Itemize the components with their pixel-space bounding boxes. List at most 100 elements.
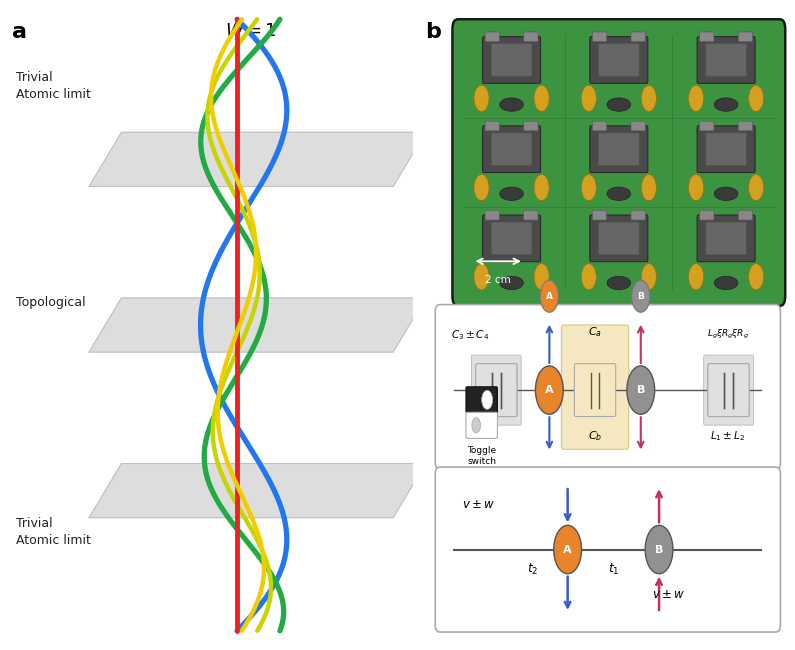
- Text: Toggle
switch: Toggle switch: [467, 446, 496, 466]
- Text: Trivial
Atomic limit: Trivial Atomic limit: [16, 517, 91, 547]
- FancyBboxPatch shape: [471, 355, 522, 425]
- Circle shape: [581, 264, 596, 290]
- Circle shape: [474, 85, 489, 111]
- FancyBboxPatch shape: [435, 305, 781, 469]
- FancyBboxPatch shape: [483, 126, 541, 172]
- FancyBboxPatch shape: [708, 363, 749, 417]
- Circle shape: [482, 390, 493, 410]
- FancyBboxPatch shape: [599, 222, 639, 255]
- Circle shape: [474, 174, 489, 201]
- Ellipse shape: [607, 276, 630, 290]
- Ellipse shape: [607, 98, 630, 111]
- Ellipse shape: [607, 187, 630, 200]
- Circle shape: [642, 264, 657, 290]
- Circle shape: [581, 174, 596, 201]
- Ellipse shape: [500, 276, 523, 290]
- Text: Topological: Topological: [16, 296, 86, 309]
- FancyBboxPatch shape: [592, 211, 607, 220]
- FancyBboxPatch shape: [452, 20, 785, 306]
- Circle shape: [471, 418, 481, 433]
- FancyBboxPatch shape: [524, 121, 538, 131]
- Text: B: B: [637, 385, 645, 395]
- FancyBboxPatch shape: [561, 325, 629, 449]
- Text: $v \pm w$: $v \pm w$: [652, 588, 684, 601]
- FancyBboxPatch shape: [700, 211, 714, 220]
- Ellipse shape: [714, 187, 738, 200]
- FancyBboxPatch shape: [739, 32, 753, 42]
- Circle shape: [646, 525, 673, 574]
- FancyBboxPatch shape: [483, 215, 541, 262]
- Text: B: B: [638, 292, 644, 301]
- Text: $C_b$: $C_b$: [588, 429, 603, 443]
- Text: 2 cm: 2 cm: [485, 276, 511, 285]
- Circle shape: [541, 280, 558, 312]
- FancyBboxPatch shape: [706, 44, 747, 76]
- FancyBboxPatch shape: [704, 355, 754, 425]
- FancyBboxPatch shape: [739, 211, 753, 220]
- FancyBboxPatch shape: [592, 32, 607, 42]
- FancyBboxPatch shape: [485, 211, 499, 220]
- Text: $v \pm w$: $v \pm w$: [462, 498, 494, 511]
- Text: A: A: [545, 385, 553, 395]
- Circle shape: [581, 85, 596, 111]
- Circle shape: [627, 366, 654, 414]
- Text: Trivial
Atomic limit: Trivial Atomic limit: [16, 71, 91, 101]
- Circle shape: [688, 174, 704, 201]
- Circle shape: [749, 264, 764, 290]
- Text: $t_1$: $t_1$: [607, 562, 619, 577]
- FancyBboxPatch shape: [631, 211, 646, 220]
- Text: a: a: [12, 23, 27, 42]
- FancyBboxPatch shape: [739, 121, 753, 131]
- FancyBboxPatch shape: [590, 36, 648, 83]
- FancyBboxPatch shape: [524, 32, 538, 42]
- Text: $W = 1$: $W = 1$: [226, 23, 277, 40]
- Text: $L_1 \pm L_2$: $L_1 \pm L_2$: [710, 429, 746, 443]
- Text: A: A: [546, 292, 553, 301]
- Text: $t_2$: $t_2$: [527, 562, 539, 577]
- FancyBboxPatch shape: [599, 133, 639, 166]
- FancyBboxPatch shape: [599, 44, 639, 76]
- Ellipse shape: [500, 98, 523, 111]
- Text: b: b: [425, 23, 441, 42]
- FancyBboxPatch shape: [700, 121, 714, 131]
- Circle shape: [688, 85, 704, 111]
- FancyBboxPatch shape: [466, 387, 498, 413]
- FancyBboxPatch shape: [485, 32, 499, 42]
- FancyBboxPatch shape: [706, 133, 747, 166]
- FancyBboxPatch shape: [590, 126, 648, 172]
- Circle shape: [642, 174, 657, 201]
- FancyBboxPatch shape: [475, 363, 517, 417]
- Text: $L_g \xi R_g \xi R_g$: $L_g \xi R_g \xi R_g$: [707, 328, 748, 341]
- Text: A: A: [564, 545, 572, 554]
- FancyBboxPatch shape: [475, 363, 517, 417]
- FancyBboxPatch shape: [491, 44, 532, 76]
- FancyBboxPatch shape: [483, 36, 541, 83]
- Circle shape: [749, 174, 764, 201]
- Circle shape: [534, 174, 549, 201]
- FancyBboxPatch shape: [590, 215, 648, 262]
- FancyBboxPatch shape: [708, 363, 749, 417]
- FancyBboxPatch shape: [700, 32, 714, 42]
- Circle shape: [554, 525, 581, 574]
- Circle shape: [474, 264, 489, 290]
- Text: $C_3 \pm C_4$: $C_3 \pm C_4$: [451, 328, 489, 342]
- Circle shape: [534, 85, 549, 111]
- Circle shape: [642, 85, 657, 111]
- FancyBboxPatch shape: [485, 121, 499, 131]
- FancyBboxPatch shape: [592, 121, 607, 131]
- FancyBboxPatch shape: [697, 215, 755, 262]
- FancyBboxPatch shape: [491, 222, 532, 255]
- FancyBboxPatch shape: [697, 36, 755, 83]
- Text: $C_a$: $C_a$: [588, 325, 602, 339]
- Text: B: B: [655, 545, 663, 554]
- FancyBboxPatch shape: [706, 222, 747, 255]
- FancyBboxPatch shape: [491, 133, 532, 166]
- Ellipse shape: [714, 276, 738, 290]
- Circle shape: [536, 366, 563, 414]
- FancyBboxPatch shape: [435, 467, 781, 632]
- Circle shape: [631, 280, 650, 312]
- FancyBboxPatch shape: [524, 211, 538, 220]
- Polygon shape: [89, 463, 425, 517]
- FancyBboxPatch shape: [575, 363, 615, 417]
- Ellipse shape: [714, 98, 738, 111]
